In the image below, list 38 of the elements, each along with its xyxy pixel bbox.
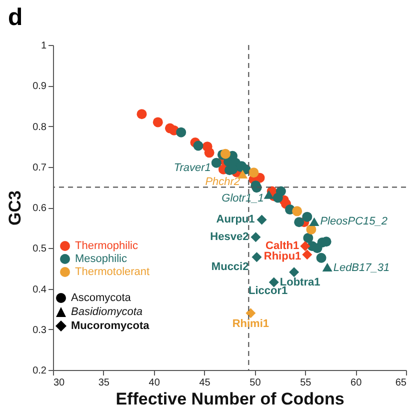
y-tick-label: 0.5 — [32, 244, 47, 255]
annotation: Calth1 — [266, 240, 300, 252]
annotation: Traver1 — [174, 162, 211, 174]
x-axis-title: Effective Number of Codons — [116, 390, 344, 408]
x-tick-label: 55 — [300, 378, 312, 388]
legend-label: Thermophilic — [75, 240, 138, 252]
x-tick-label: 65 — [395, 378, 407, 388]
y-tick-label: 0.8 — [32, 122, 47, 133]
y-tick-label: 0.7 — [32, 162, 47, 174]
x-tick-label: 30 — [54, 378, 66, 388]
annotation: Rhipu1 — [264, 250, 302, 263]
chart-title: d — [8, 4, 23, 31]
annotation: Liccor1 — [248, 285, 288, 298]
annotation: LedB17_31 — [333, 262, 390, 274]
x-tick-label: 60 — [350, 378, 362, 388]
annotation: Phchr2 — [205, 176, 240, 188]
x-tick-label: 40 — [148, 378, 160, 388]
annotation: Aurpu1 — [216, 214, 255, 226]
legend-label: Mesophilic — [75, 253, 128, 265]
y-tick-label: 0.2 — [32, 366, 47, 376]
y-tick-label: 0.3 — [32, 324, 47, 336]
x-tick-label: 35 — [98, 378, 110, 388]
annotation: Rhimi1 — [232, 318, 270, 330]
annotation: Glotr1_1 — [222, 192, 264, 205]
y-tick-label: 0.4 — [32, 284, 47, 296]
x-tick-label: 50 — [250, 378, 262, 388]
annotation: Mucci2 — [211, 261, 249, 274]
annotation: PleosPC15_2 — [320, 216, 388, 228]
annotation: Hesve2 — [210, 231, 249, 244]
x-tick-label: 45 — [199, 378, 211, 388]
annotation: Ascomycota — [71, 292, 131, 304]
legend-label: Thermotolerant — [75, 266, 150, 278]
annotation: Mucoromycota — [71, 320, 150, 332]
y-axis-title: GC3 — [6, 190, 25, 226]
y-tick-label: 0.6 — [32, 203, 47, 214]
y-tick-label: 1 — [40, 40, 47, 52]
annotation: Basidiomycota — [71, 306, 143, 318]
y-tick-label: 0.9 — [32, 81, 47, 92]
